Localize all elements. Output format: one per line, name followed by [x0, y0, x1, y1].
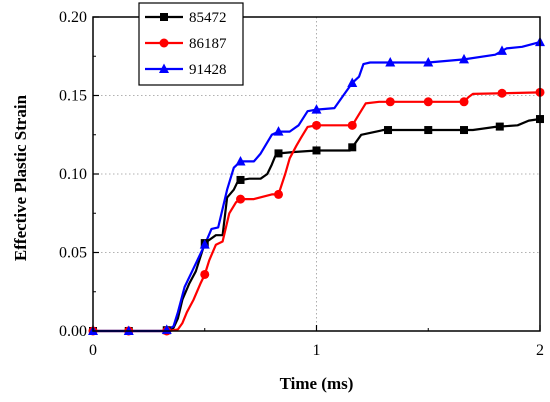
marker-86187: [236, 194, 246, 204]
marker-86187: [347, 120, 357, 130]
marker-91428: [199, 239, 210, 249]
series-line-85472: [93, 117, 541, 333]
marker-85472: [384, 126, 393, 135]
marker-86187: [385, 97, 395, 107]
legend-marker-91428: [159, 63, 169, 73]
marker-85472: [460, 126, 469, 135]
marker-86187: [459, 97, 469, 107]
axis-ticks: [92, 16, 541, 332]
y-tick-label: 0.00: [59, 323, 87, 340]
legend-label-91428: 91428: [189, 62, 227, 78]
marker-85472: [348, 143, 357, 152]
marker-91428: [273, 126, 284, 136]
y-tick-label: 0.05: [59, 245, 87, 262]
marker-86187: [497, 88, 507, 98]
marker-91428: [235, 155, 246, 166]
marker-86187: [312, 120, 321, 130]
marker-86187: [200, 269, 210, 279]
marker-85472: [274, 149, 283, 158]
x-tick-label: 2: [536, 342, 544, 359]
marker-85472: [495, 122, 504, 131]
y-tick-label: 0.20: [59, 9, 87, 26]
legend-marker-85472: [160, 13, 168, 21]
legend-label-85472: 85472: [189, 10, 227, 26]
marker-85472: [236, 175, 245, 184]
grid-lines: [93, 17, 540, 331]
marker-86187: [274, 189, 284, 199]
x-tick-label: 1: [313, 342, 321, 359]
legend-label-86187: 86187: [189, 36, 227, 52]
marker-91428: [311, 104, 322, 114]
x-tick-label: 0: [89, 342, 97, 359]
marker-85472: [424, 126, 433, 135]
legend-marker-86187: [159, 38, 169, 48]
marker-91428: [459, 53, 470, 64]
axis-tick-labels: 0 1 2 0.00 0.05 0.10 0.15 0.20: [59, 9, 544, 359]
y-tick-label: 0.15: [59, 88, 87, 105]
marker-91428: [347, 77, 358, 87]
x-axis-title: Time (ms): [280, 374, 354, 393]
legend: 85472 86187 91428: [138, 2, 244, 86]
y-axis-title: Effective Plastic Strain: [11, 94, 30, 261]
marker-91428: [423, 57, 434, 67]
marker-85472: [312, 146, 321, 155]
marker-86187: [423, 97, 433, 107]
marker-91428: [497, 45, 508, 55]
marker-91428: [385, 57, 396, 67]
y-tick-label: 0.10: [59, 166, 87, 183]
